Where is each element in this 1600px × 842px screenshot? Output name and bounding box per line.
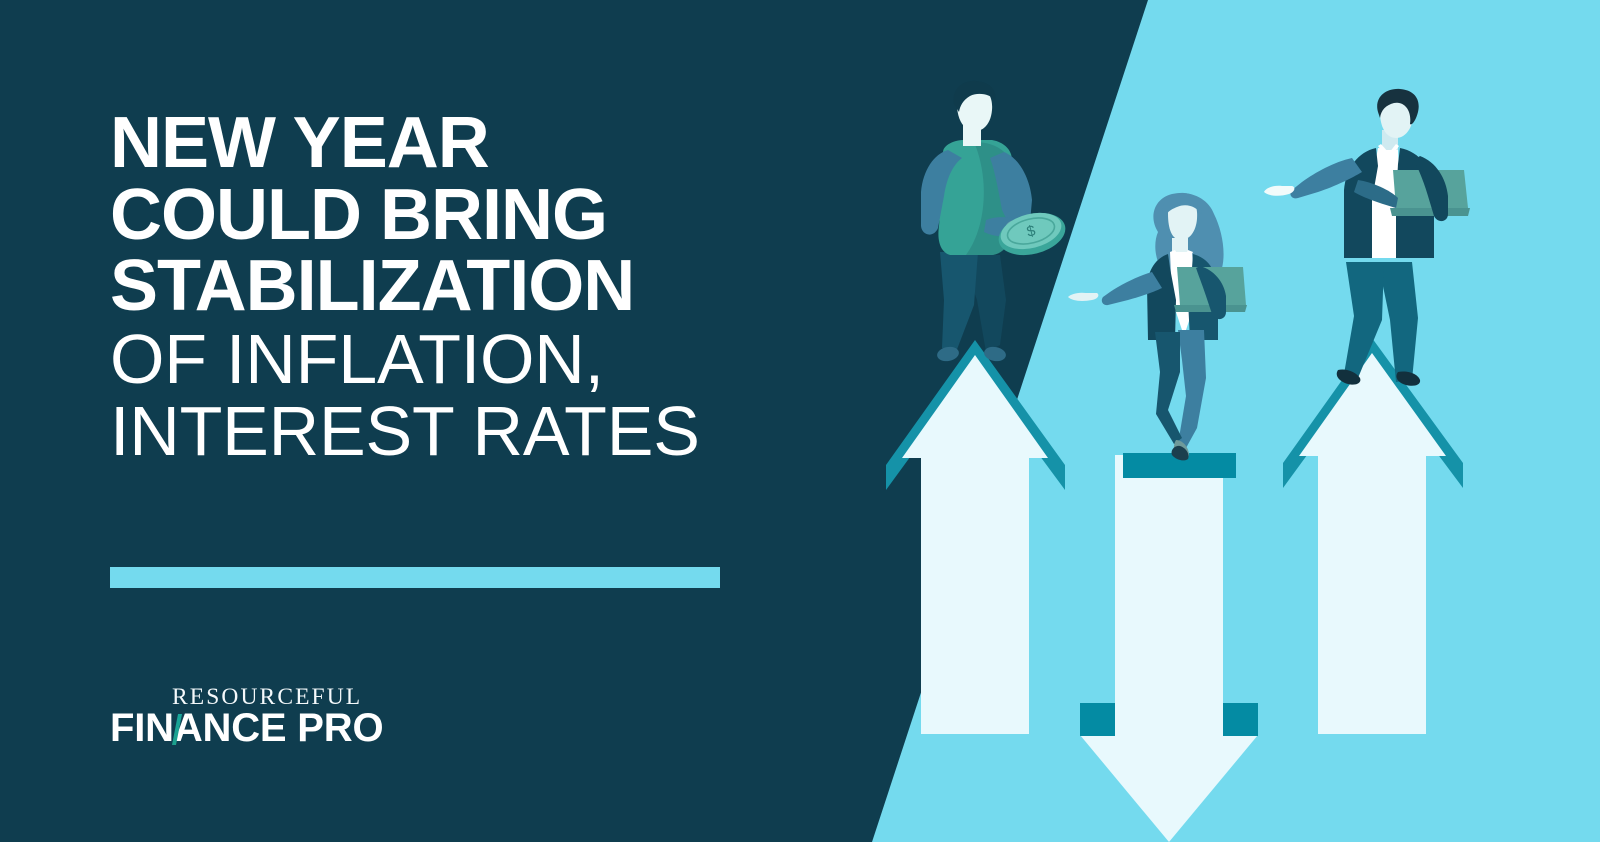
headline-line-4: OF INFLATION, [110,319,604,398]
figure-man-with-laptop [1264,88,1470,386]
fig1-arm-right [990,152,1032,233]
fig3-laptop-base [1390,208,1470,216]
headline-line-2: COULD BRING [110,174,608,255]
logo-top-word: RESOURCEFUL [172,684,363,710]
coin-face [1000,212,1062,250]
coin-ring [1006,217,1056,245]
arrow-down-middle [1080,453,1258,842]
headline-line-5: INTEREST RATES [110,391,700,470]
arrow-up-right [1283,338,1463,734]
logo-bottom-word: FINANCE PRO [110,706,384,750]
fig3-collar [1378,144,1399,160]
fig1-shoe-left [937,346,959,362]
arrow-up-left-head [902,355,1048,458]
fig1-dollar-coin: $ [998,212,1066,256]
arrow-down-middle-shaft [1115,455,1223,735]
arrow-up-right-shaft [1318,450,1426,734]
fig2-collar [1170,250,1193,272]
brand-logo[interactable]: RESOURCEFUL FINANCE PRO [110,684,440,758]
fig2-arm-extended [1101,272,1162,306]
arrow-up-left [886,340,1065,734]
fig1-arm-left [921,150,962,235]
fig1-shoe-right [984,346,1006,362]
fig3-leg-back [1378,262,1418,382]
fig1-leg-front [940,252,978,352]
arrow-up-left-shadow [886,340,1065,490]
fig3-hair [1377,88,1419,125]
fig2-hair-front [1162,192,1202,220]
fig1-hair [953,80,996,112]
arrow-down-middle-head [1080,735,1258,842]
arrow-up-right-shadow [1283,338,1463,488]
fig3-tie [1382,150,1396,190]
headline-line-1: NEW YEAR [110,103,490,183]
arrow-up-right-head [1299,353,1446,456]
fig3-forearm [1354,180,1398,208]
figure-man-with-coin: $ [921,80,1066,362]
fig3-hand [1264,185,1295,196]
fig3-shoe-left [1336,369,1361,385]
fig2-leg-back [1178,330,1206,448]
fig3-arm-right [1414,156,1448,222]
fig2-hand [1068,292,1099,301]
headline: NEW YEAR COULD BRING STABILIZATION OF IN… [110,103,810,470]
fig3-arm-extended [1290,158,1362,199]
fig2-arm-right [1196,266,1226,320]
fig2-jacket-left [1147,254,1176,340]
arrow-up-left-shaft [921,452,1029,734]
arrow-down-shoulder-left [1080,703,1115,736]
fig3-leg-front [1344,262,1384,378]
accent-rule [110,567,720,588]
headline-line-3: STABILIZATION [110,246,635,327]
figure-woman-with-laptop [1068,192,1247,461]
fig2-leg-front [1155,332,1182,444]
arrow-down-shoulder-right [1223,703,1258,736]
fig2-shoe-front [1171,445,1189,461]
fig3-shoe-right [1396,371,1421,386]
